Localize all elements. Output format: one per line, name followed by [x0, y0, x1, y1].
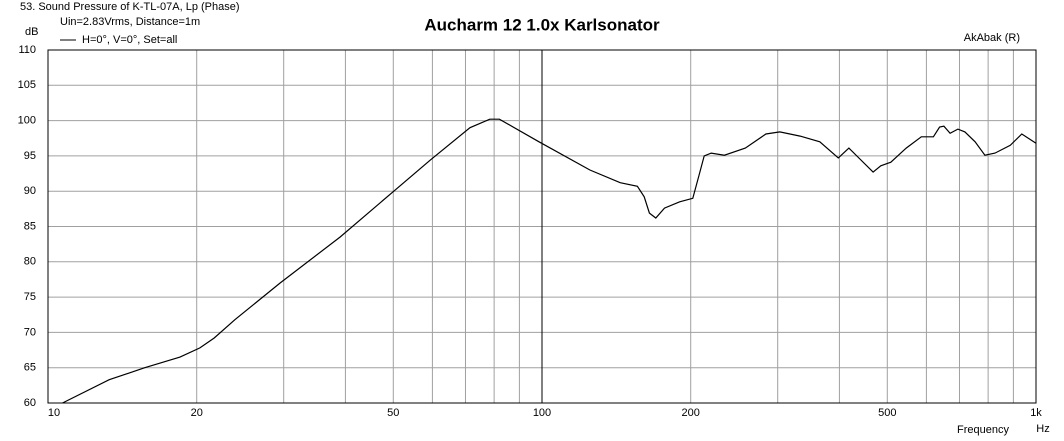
x-tick-label: 100 — [533, 407, 551, 419]
plot-frame — [47, 49, 1037, 404]
x-tick-label: 10 — [48, 407, 60, 419]
y-tick-label: 75 — [24, 291, 36, 303]
data-line — [62, 118, 1037, 404]
chart-title: Aucharm 12 1.0x Karlsonator — [424, 15, 660, 34]
y-tick-label: 60 — [24, 397, 36, 409]
y-tick-label: 90 — [24, 185, 36, 197]
y-tick-label: 65 — [24, 362, 36, 374]
x-tick-label: 50 — [387, 407, 399, 419]
x-tick-label: 1k — [1030, 407, 1042, 419]
x-tick-label: 20 — [191, 407, 203, 419]
credit: AkAbak (R) — [964, 32, 1020, 44]
y-axis-label: dB — [25, 26, 38, 38]
chart-note: Uin=2.83Vrms, Distance=1m — [60, 16, 200, 28]
y-tick-label: 95 — [24, 150, 36, 162]
x-axis-label: Frequency — [957, 424, 1009, 436]
y-tick-label: 105 — [18, 79, 36, 91]
y-tick-label: 110 — [18, 44, 36, 56]
legend-label: H=0°, V=0°, Set=all — [82, 34, 177, 46]
x-tick-label: 200 — [682, 407, 700, 419]
x-tick-label: 500 — [878, 407, 896, 419]
y-tick-label: 80 — [24, 256, 36, 268]
x-axis-unit: Hz — [1036, 423, 1049, 435]
y-tick-label: 100 — [18, 115, 36, 127]
y-tick-label: 70 — [24, 326, 36, 338]
y-tick-label: 85 — [24, 220, 36, 232]
chart-subtitle: 53. Sound Pressure of K-TL-07A, Lp (Phas… — [20, 1, 240, 13]
